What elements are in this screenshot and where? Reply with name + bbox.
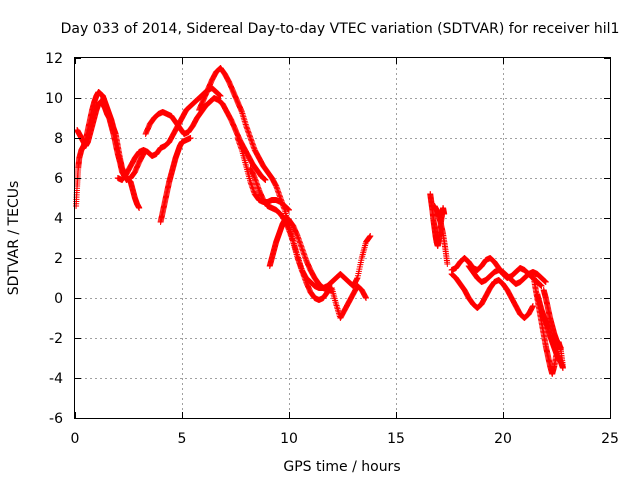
data-point [286, 207, 292, 213]
data-point [262, 177, 269, 183]
series-seg13 [448, 271, 536, 321]
y-tick-label: 8 [54, 131, 63, 147]
data-point [529, 303, 536, 309]
x-tick-labels: 0 5 10 15 20 25 [71, 431, 619, 447]
y-tick-labels: -6 -4 -2 0 2 4 6 8 10 12 [45, 51, 63, 427]
y-axis-label: SDTVAR / TECUs [6, 181, 22, 296]
x-tick-label: 20 [494, 431, 512, 447]
series-seg5 [157, 135, 194, 225]
x-tick-label: 10 [280, 431, 298, 447]
y-tick-label: 0 [54, 291, 63, 307]
plot-frame [74, 57, 611, 419]
data-point [187, 135, 194, 141]
y-tick-label: -6 [49, 411, 63, 427]
series-seg17 [540, 287, 564, 351]
x-tick-label: 0 [71, 431, 80, 447]
y-tick-label: 12 [45, 51, 63, 67]
x-tick-label: 25 [601, 431, 619, 447]
y-tick-label: -2 [49, 331, 63, 347]
data-point [363, 295, 370, 301]
x-axis-label: GPS time / hours [283, 459, 400, 475]
series-seg8 [247, 165, 370, 321]
data-point [217, 93, 224, 99]
data-point [444, 261, 451, 267]
series-seg9 [266, 215, 335, 293]
data-point [557, 345, 564, 351]
axis-ticks [75, 58, 611, 419]
data-point [367, 233, 374, 239]
series-seg4 [142, 95, 269, 183]
series-seg3 [114, 85, 224, 183]
data-point [559, 365, 566, 371]
data-point [441, 211, 448, 217]
data-point [538, 283, 545, 289]
x-tick-label: 15 [387, 431, 405, 447]
data-point [136, 205, 143, 211]
data-marks [73, 65, 566, 377]
y-tick-label: 2 [54, 251, 63, 267]
grid-lines [75, 58, 610, 418]
y-tick-label: 4 [54, 211, 63, 227]
x-tick-label: 5 [178, 431, 187, 447]
y-tick-label: 10 [45, 91, 63, 107]
data-point [542, 279, 549, 285]
chart-title: Day 033 of 2014, Sidereal Day-to-day VTE… [61, 21, 620, 37]
data-point [328, 287, 335, 293]
series-seg11 [431, 203, 451, 267]
y-tick-label: -4 [49, 371, 63, 387]
y-tick-label: 6 [54, 171, 63, 187]
